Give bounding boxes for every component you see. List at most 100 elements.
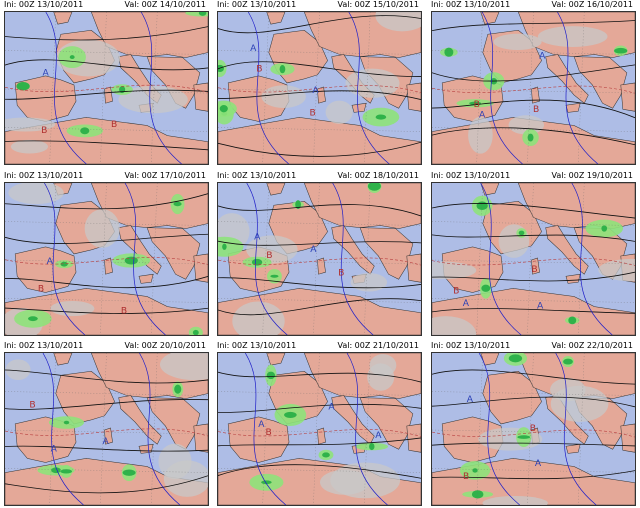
precipitation-moderate — [518, 230, 525, 236]
isobar-line — [218, 371, 421, 383]
isobar-line — [432, 127, 635, 146]
isobar-line — [432, 470, 635, 480]
parallel-line — [218, 298, 421, 303]
cloud-cover-area — [246, 235, 298, 264]
isobar-line — [5, 26, 208, 41]
high-pressure-label: A — [254, 233, 261, 243]
cloud-cover-area — [369, 354, 397, 377]
thickness-line — [481, 12, 523, 164]
precipitation-moderate — [266, 371, 276, 380]
init-time: Ini: 00Z 13/10/2011 — [217, 341, 297, 350]
precipitation-moderate — [284, 411, 297, 418]
parallel-line — [432, 298, 635, 303]
valid-time: Val: 00Z 21/10/2011 — [337, 341, 419, 350]
central-europe-landmass — [518, 183, 635, 229]
thickness-line — [557, 12, 599, 164]
parallel-line — [432, 127, 635, 132]
high-pressure-label: A — [328, 403, 335, 413]
thickness-line — [478, 353, 520, 505]
anatolia-landmass — [406, 253, 421, 283]
italy-landmass — [118, 225, 162, 275]
parallel-line — [5, 429, 208, 435]
parallel-line — [5, 50, 208, 55]
isobar-line — [432, 308, 635, 314]
precipitation-moderate — [69, 55, 75, 60]
weather-map-svg: A B B — [5, 12, 208, 164]
high-pressure-label: A — [537, 302, 544, 312]
parallel-line — [218, 259, 421, 265]
thickness-line — [555, 353, 597, 505]
sicily-landmass — [351, 102, 367, 113]
cloud-cover-area — [350, 273, 388, 292]
isobar-line — [432, 202, 635, 219]
meridian-line — [49, 353, 56, 505]
italy-landmass — [118, 395, 162, 445]
meridian-line — [578, 183, 585, 335]
valid-time: Val: 00Z 22/10/2011 — [551, 341, 633, 350]
anatolia-landmass — [193, 82, 208, 112]
cloud-cover-area — [50, 300, 95, 317]
forecast-panel: Ini: 00Z 13/10/2011 Val: 00Z 14/10/2011 … — [2, 0, 210, 167]
high-pressure-label: A — [539, 52, 546, 62]
sicily-landmass — [565, 443, 581, 454]
cloud-cover-area — [118, 85, 188, 114]
parallel-line — [218, 391, 421, 396]
high-pressure-label: A — [535, 459, 542, 469]
precipitation-moderate — [222, 243, 227, 250]
cloud-cover-area — [598, 258, 635, 282]
isobar-line — [218, 141, 421, 157]
precipitation-moderate — [124, 256, 138, 265]
parallel-line — [218, 50, 421, 55]
low-pressure-label: B — [338, 269, 344, 279]
low-pressure-label: B — [309, 109, 315, 119]
precipitation-moderate — [218, 64, 224, 72]
isobar-line — [218, 277, 421, 289]
low-pressure-label: B — [266, 428, 272, 438]
meridian-line — [49, 12, 56, 164]
isobar-line — [5, 445, 208, 452]
init-time: Ini: 00Z 13/10/2011 — [217, 171, 297, 180]
parallel-line — [5, 127, 208, 132]
meridian-line — [476, 353, 483, 505]
parallel-line — [218, 429, 421, 435]
british-isles-landmass — [266, 12, 286, 25]
forecast-panel: Ini: 00Z 13/10/2011 Val: 00Z 20/10/2011 … — [2, 341, 210, 508]
precipitation-moderate — [219, 105, 228, 113]
parallel-line — [432, 88, 635, 94]
isobar-line — [5, 369, 208, 384]
low-pressure-label: B — [41, 126, 47, 136]
precipitation-light — [218, 236, 244, 257]
precipitation-moderate — [173, 201, 182, 207]
british-isles-landmass — [53, 353, 73, 366]
cloud-cover-area — [8, 183, 64, 205]
iberia-landmass — [14, 75, 77, 122]
isobar-line — [432, 20, 635, 32]
british-isles-landmass — [266, 353, 286, 366]
parallel-line — [218, 221, 421, 226]
high-pressure-label: A — [467, 395, 474, 405]
isobar-line — [5, 59, 208, 71]
cloud-cover-area — [10, 139, 49, 154]
init-time: Ini: 00Z 13/10/2011 — [431, 171, 511, 180]
high-pressure-label: A — [258, 420, 265, 430]
low-pressure-label: B — [531, 265, 537, 275]
isobar-line — [218, 61, 421, 77]
valid-time: Val: 00Z 17/10/2011 — [124, 171, 206, 180]
cloud-cover-area — [468, 116, 493, 154]
parallel-line — [218, 127, 421, 132]
meridian-line — [262, 12, 269, 164]
thickness-line — [246, 183, 288, 335]
precipitation-moderate — [369, 442, 375, 451]
isobar-line — [5, 307, 208, 314]
low-pressure-label: B — [256, 64, 262, 74]
isobar-line — [432, 64, 635, 82]
cloud-cover-area — [508, 115, 545, 135]
isobar-line — [218, 464, 421, 479]
thickness-line — [44, 183, 86, 335]
